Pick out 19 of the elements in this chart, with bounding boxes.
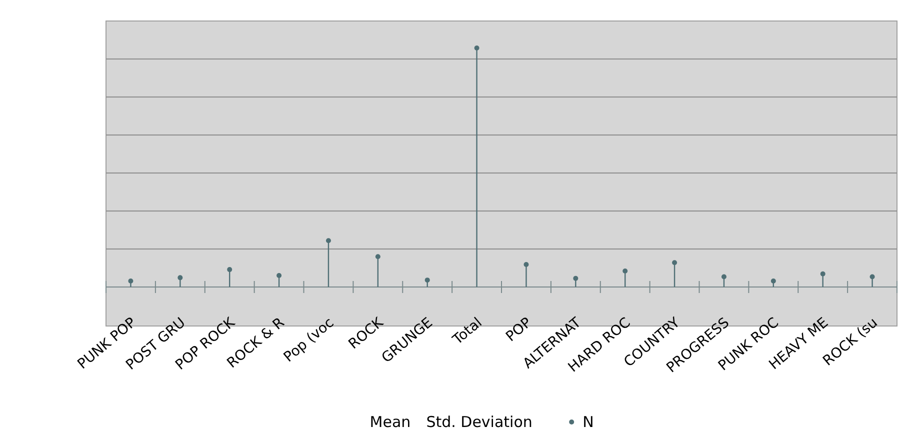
point (622, 268, 628, 274)
text: Std. Deviation (426, 413, 532, 431)
point (128, 278, 134, 284)
point (227, 267, 232, 272)
point (770, 278, 776, 284)
point (474, 46, 480, 50)
point (178, 275, 183, 280)
point (375, 254, 380, 260)
point (424, 278, 430, 283)
point (820, 271, 826, 276)
text: Mean (370, 413, 411, 431)
point (326, 238, 331, 244)
point (721, 274, 726, 280)
point (524, 262, 529, 268)
point (672, 260, 678, 266)
legend-label: N (582, 413, 594, 431)
point (870, 274, 875, 280)
point (276, 273, 282, 278)
point (573, 276, 578, 281)
